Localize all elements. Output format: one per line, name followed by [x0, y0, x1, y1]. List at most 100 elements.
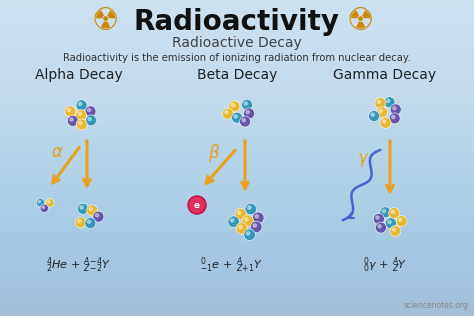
Circle shape	[380, 207, 391, 218]
Circle shape	[232, 112, 243, 123]
Text: $^{0}_{-1}e\,+\,^{A}_{Z\!+\!1}Y$: $^{0}_{-1}e\,+\,^{A}_{Z\!+\!1}Y$	[201, 255, 264, 275]
Circle shape	[390, 226, 401, 236]
Text: α: α	[52, 143, 63, 161]
Circle shape	[385, 218, 396, 229]
Circle shape	[38, 200, 41, 203]
Circle shape	[392, 228, 396, 231]
Circle shape	[371, 113, 374, 116]
Circle shape	[382, 209, 385, 213]
Circle shape	[246, 232, 250, 235]
Circle shape	[239, 116, 251, 127]
Circle shape	[377, 107, 388, 118]
Circle shape	[384, 97, 395, 108]
Text: γ: γ	[358, 149, 368, 167]
Circle shape	[67, 108, 71, 112]
Circle shape	[244, 229, 255, 240]
Circle shape	[237, 211, 241, 214]
Circle shape	[36, 198, 45, 207]
Circle shape	[236, 222, 247, 234]
Circle shape	[234, 115, 237, 118]
Text: Radioactive Decay: Radioactive Decay	[172, 36, 302, 50]
Circle shape	[380, 117, 391, 128]
Circle shape	[377, 100, 381, 103]
Text: Radioactivity is the emission of ionizing radiation from nuclear decay.: Radioactivity is the emission of ionizin…	[63, 53, 411, 63]
Text: sciencenotes.org: sciencenotes.org	[403, 301, 468, 310]
Circle shape	[386, 99, 390, 103]
Circle shape	[230, 219, 234, 222]
Circle shape	[78, 112, 82, 115]
Circle shape	[375, 222, 386, 233]
Circle shape	[246, 111, 249, 114]
Circle shape	[245, 203, 256, 215]
Circle shape	[244, 108, 255, 119]
Circle shape	[388, 220, 391, 224]
Circle shape	[238, 225, 242, 229]
Circle shape	[46, 199, 54, 207]
Circle shape	[88, 117, 91, 121]
Text: e: e	[194, 200, 200, 210]
Circle shape	[228, 216, 239, 228]
Circle shape	[222, 108, 233, 119]
Text: Beta Decay: Beta Decay	[197, 68, 277, 82]
Circle shape	[392, 106, 396, 110]
Circle shape	[229, 101, 240, 112]
Circle shape	[379, 109, 383, 112]
Circle shape	[67, 115, 78, 126]
Circle shape	[89, 207, 92, 211]
Circle shape	[93, 211, 104, 222]
Circle shape	[87, 108, 91, 112]
Circle shape	[376, 216, 379, 219]
Circle shape	[231, 103, 235, 107]
Circle shape	[389, 208, 400, 219]
Circle shape	[188, 196, 206, 214]
Circle shape	[250, 221, 262, 233]
Circle shape	[242, 99, 253, 110]
Circle shape	[78, 220, 81, 223]
Circle shape	[375, 98, 386, 109]
Circle shape	[80, 206, 83, 209]
Circle shape	[255, 215, 258, 218]
Text: Alpha Decay: Alpha Decay	[35, 68, 123, 82]
Text: Radioactivity: Radioactivity	[134, 8, 340, 36]
Circle shape	[378, 225, 381, 228]
Circle shape	[76, 119, 87, 130]
Circle shape	[368, 111, 380, 122]
Circle shape	[85, 106, 96, 117]
Circle shape	[76, 100, 87, 111]
Circle shape	[40, 204, 48, 212]
Circle shape	[235, 208, 246, 220]
Text: $^{4}_{2}He\,+\,^{A\!-\!4}_{Z\!-\!2}Y$: $^{4}_{2}He\,+\,^{A\!-\!4}_{Z\!-\!2}Y$	[46, 255, 111, 275]
Circle shape	[253, 224, 256, 227]
Circle shape	[42, 206, 45, 209]
Circle shape	[399, 218, 402, 222]
Text: ☢: ☢	[91, 8, 118, 37]
Circle shape	[392, 115, 395, 119]
Circle shape	[47, 201, 50, 203]
Circle shape	[75, 110, 87, 121]
Text: $^{0}_{0}\gamma\,+\,^{A}_{Z}Y$: $^{0}_{0}\gamma\,+\,^{A}_{Z}Y$	[363, 255, 407, 275]
Circle shape	[389, 113, 400, 124]
Circle shape	[383, 120, 386, 123]
Text: ☢: ☢	[346, 8, 374, 37]
Circle shape	[391, 210, 394, 213]
Circle shape	[85, 115, 97, 126]
Circle shape	[85, 218, 96, 229]
Circle shape	[75, 217, 86, 228]
Circle shape	[79, 121, 82, 125]
Text: Gamma Decay: Gamma Decay	[333, 68, 437, 82]
Circle shape	[79, 102, 82, 106]
Circle shape	[244, 102, 247, 105]
Circle shape	[390, 104, 401, 115]
Circle shape	[242, 215, 254, 227]
Circle shape	[70, 118, 73, 121]
Circle shape	[95, 214, 99, 217]
Text: β: β	[208, 144, 219, 162]
Circle shape	[396, 216, 407, 227]
Circle shape	[87, 205, 98, 216]
Circle shape	[65, 106, 76, 117]
Circle shape	[87, 220, 91, 223]
Circle shape	[247, 206, 251, 209]
Circle shape	[245, 218, 248, 221]
Circle shape	[374, 214, 384, 224]
Circle shape	[242, 118, 246, 122]
